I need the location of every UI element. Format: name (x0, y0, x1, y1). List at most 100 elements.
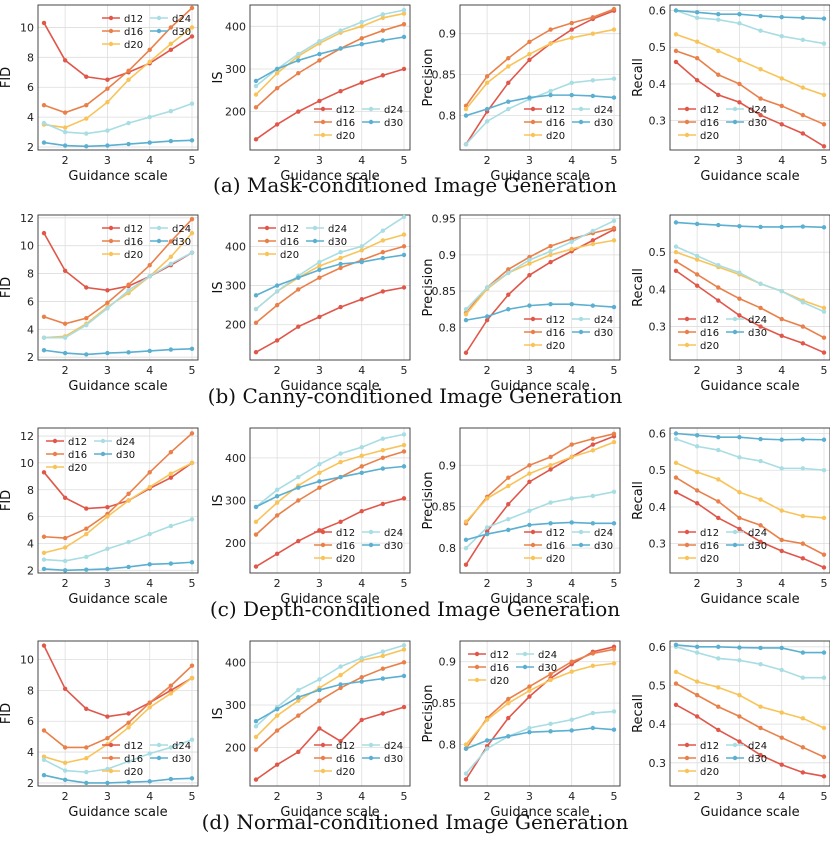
x-tick-label: 5 (821, 364, 828, 377)
data-point-d20 (463, 312, 469, 317)
data-point-d24 (758, 458, 763, 464)
x-tick-label: 4 (568, 364, 575, 377)
data-point-d30 (274, 707, 280, 712)
data-point-d20 (506, 700, 511, 706)
data-point-d30 (800, 650, 806, 655)
data-point-d12 (41, 20, 47, 26)
data-point-d24 (359, 655, 364, 661)
data-point-d24 (253, 83, 259, 89)
data-point-d30 (821, 225, 827, 230)
legend-marker-d24 (100, 438, 106, 444)
data-point-d30 (296, 58, 301, 63)
legend-label-d12: d12 (336, 741, 355, 752)
series-line-d20 (255, 648, 405, 738)
x-tick-label: 2 (694, 790, 701, 803)
data-point-d24 (800, 466, 806, 471)
data-point-d20 (569, 35, 574, 40)
series-line-d20 (255, 12, 405, 96)
data-point-d30 (62, 143, 68, 148)
legend-marker-d12 (52, 438, 58, 444)
data-point-d30 (548, 301, 553, 307)
data-point-d20 (527, 688, 532, 693)
data-point-d16 (41, 728, 47, 733)
data-point-d16 (189, 663, 195, 668)
legend-marker-d16 (320, 119, 326, 125)
data-point-d20 (380, 447, 386, 453)
data-point-d20 (84, 116, 89, 121)
y-tick-label: 6 (27, 715, 34, 728)
x-tick-label: 2 (694, 364, 701, 377)
data-point-d16 (62, 745, 68, 750)
data-point-d16 (779, 103, 784, 109)
data-point-d30 (105, 350, 110, 356)
legend-label-d30: d30 (172, 27, 191, 38)
data-point-d16 (716, 704, 721, 709)
y-tick-label: 300 (225, 699, 246, 712)
x-tick-label: 3 (104, 577, 111, 590)
x-tick-label: 5 (611, 154, 618, 167)
legend-label-d30: d30 (384, 541, 403, 552)
data-point-d24 (800, 37, 806, 43)
y-axis-label: IS (211, 707, 226, 719)
axes-frame (459, 640, 621, 787)
data-point-d12 (527, 479, 532, 485)
data-point-d16 (401, 449, 407, 454)
data-point-d12 (463, 350, 469, 355)
legend-label-d30: d30 (594, 328, 613, 339)
data-point-d16 (168, 449, 174, 455)
legend-marker-d20 (320, 555, 326, 561)
data-point-d16 (126, 282, 131, 287)
data-point-d16 (569, 659, 574, 664)
data-point-d20 (253, 734, 259, 740)
data-point-d24 (548, 721, 553, 727)
data-point-d20 (548, 41, 553, 46)
data-point-d16 (147, 47, 152, 53)
series-line-d16 (675, 476, 825, 556)
data-point-d30 (737, 223, 742, 229)
data-point-d16 (253, 105, 259, 110)
data-point-d16 (506, 475, 511, 480)
x-tick-label: 5 (401, 364, 408, 377)
data-point-d16 (800, 112, 806, 118)
y-tick-label: 0.9 (439, 459, 457, 472)
series-line-d16 (675, 260, 825, 339)
x-axis-label: Guidance scale (700, 592, 799, 607)
data-point-d16 (401, 244, 407, 249)
legend: d12 d16 d20 d24 d30 (678, 741, 767, 778)
data-point-d20 (737, 692, 742, 698)
series-line-d20 (465, 662, 615, 746)
data-point-d30 (274, 283, 280, 288)
data-point-d30 (338, 682, 343, 687)
series-line-d24 (43, 518, 193, 562)
data-point-d24 (147, 531, 152, 537)
series-line-d24 (675, 245, 825, 313)
y-tick-label: 300 (225, 63, 246, 76)
legend: d12 d16 d20 d24 d30 (678, 528, 767, 565)
legend-label-d30: d30 (172, 237, 191, 248)
y-tick-label: 0.9 (439, 656, 457, 669)
y-tick-label: 4 (27, 111, 34, 124)
x-tick-label: 2 (274, 154, 281, 167)
data-point-d12 (821, 350, 827, 355)
data-point-d12 (779, 333, 784, 339)
x-axis-label: Guidance scale (700, 379, 799, 394)
legend-label-d20: d20 (700, 767, 719, 778)
legend: d12 d16 d20 d24 d30 (46, 437, 135, 474)
x-tick-label: 4 (358, 577, 365, 590)
data-point-d30 (611, 521, 617, 526)
data-point-d20 (359, 24, 364, 29)
data-point-d20 (800, 85, 806, 90)
data-point-d12 (800, 341, 806, 346)
data-point-d20 (694, 39, 700, 44)
data-point-d12 (274, 762, 280, 767)
data-point-d24 (463, 771, 469, 776)
data-point-d24 (548, 249, 553, 254)
y-axis-label: FID (0, 277, 14, 298)
data-point-d16 (41, 102, 47, 108)
x-tick-label: 4 (568, 577, 575, 590)
legend-label-d12: d12 (546, 528, 565, 539)
data-point-d20 (317, 263, 322, 269)
legend-label-d24: d24 (328, 224, 347, 235)
x-tick-label: 5 (821, 577, 828, 590)
